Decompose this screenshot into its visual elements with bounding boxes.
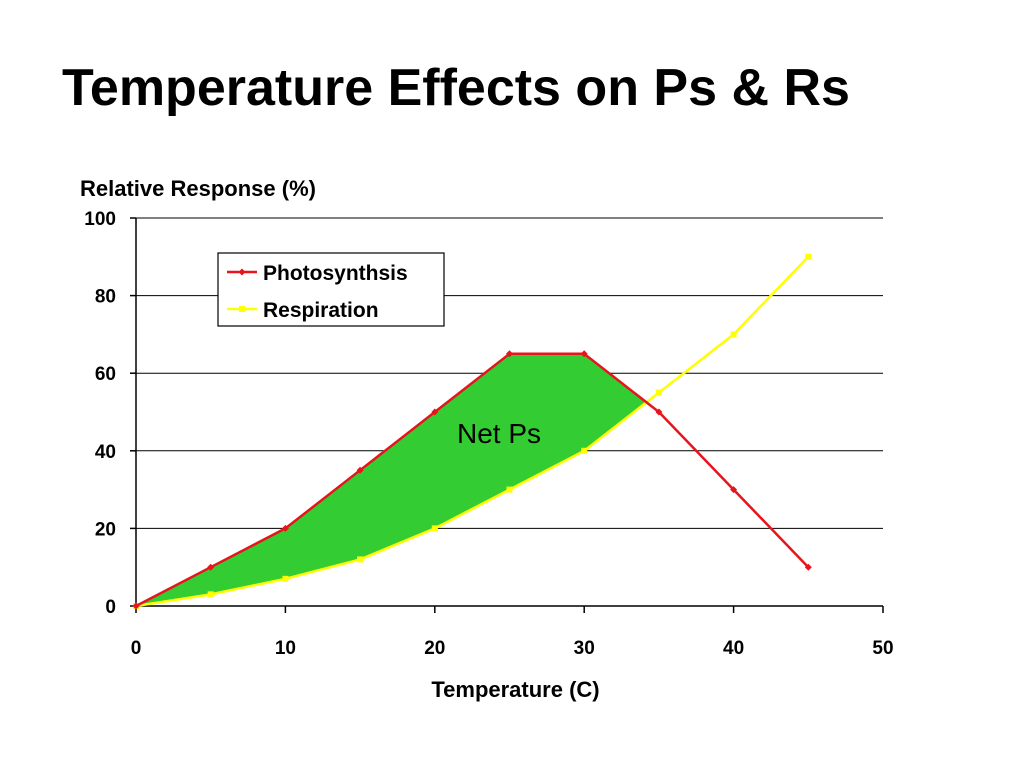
legend-box <box>217 252 445 327</box>
photosynthsis-point <box>431 408 439 416</box>
y-tick-label: 40 <box>95 442 116 463</box>
photosynthsis-point <box>730 486 738 494</box>
legend-label-respiration: Respiration <box>263 299 379 322</box>
respiration-line <box>135 255 810 608</box>
photosynthsis-point <box>804 563 812 571</box>
x-tick-label: 0 <box>131 638 142 659</box>
y-tick-label: 60 <box>95 364 116 385</box>
respiration-point <box>282 575 289 582</box>
respiration-point <box>655 389 662 396</box>
y-tick-label: 80 <box>95 287 116 308</box>
x-tick-label: 20 <box>424 638 445 659</box>
y-tick-label: 20 <box>95 519 116 540</box>
net-ps-label: Net Ps <box>457 418 541 449</box>
photosynthsis-point <box>506 350 513 358</box>
x-tick-label: 50 <box>872 638 893 659</box>
photosynthsis-line <box>135 352 810 608</box>
respiration-point <box>581 447 588 454</box>
photosynthsis-point <box>356 466 364 474</box>
slide-title: Temperature Effects on Ps & Rs <box>62 59 850 117</box>
y-tick-label: 0 <box>105 597 116 618</box>
photosynthsis-point <box>655 408 663 416</box>
respiration-point <box>506 486 513 493</box>
respiration-point <box>805 253 812 260</box>
respiration-point <box>730 331 737 338</box>
legend: Photosynthsis Respiration <box>217 252 445 327</box>
respiration-point <box>357 556 364 563</box>
photosynthsis-point <box>207 563 215 571</box>
respiration-point <box>431 525 438 532</box>
x-tick-label: 30 <box>574 638 595 659</box>
photosynthsis-point <box>281 524 289 532</box>
photosynthsis-point <box>132 602 140 610</box>
legend-marker-respiration <box>239 306 245 312</box>
legend-marker-photosynthsis <box>238 268 246 276</box>
x-tick-label: 10 <box>275 638 296 659</box>
photosynthsis-point <box>580 350 588 358</box>
x-tick-label: 40 <box>723 638 744 659</box>
net-ps-region <box>136 353 644 606</box>
y-tick-label: 100 <box>84 209 116 230</box>
y-axis-title: Relative Response (%) <box>80 176 316 201</box>
legend-label-photosynthsis: Photosynthsis <box>263 262 408 285</box>
respiration-point <box>207 591 214 598</box>
x-axis-title: Temperature (C) <box>431 677 599 702</box>
